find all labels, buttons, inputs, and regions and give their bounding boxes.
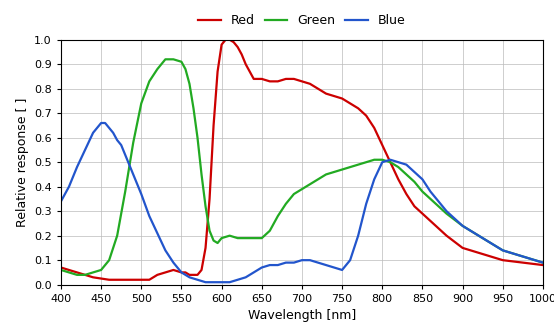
Green: [90, 270, 96, 274]
Green: [540, 260, 546, 264]
Blue: [58, 199, 64, 203]
Green: [74, 273, 80, 277]
Blue: [122, 153, 129, 157]
Green: [58, 268, 64, 272]
Blue: [98, 121, 105, 125]
Green: [347, 165, 353, 169]
Red: [315, 87, 321, 91]
Red: [74, 270, 80, 274]
X-axis label: Wavelength [nm]: Wavelength [nm]: [248, 309, 356, 322]
Line: Green: Green: [61, 59, 543, 275]
Green: [81, 273, 88, 277]
Line: Blue: Blue: [61, 123, 543, 282]
Blue: [435, 199, 442, 203]
Green: [227, 234, 233, 238]
Red: [58, 265, 64, 269]
Red: [222, 38, 229, 42]
Red: [227, 38, 233, 42]
Green: [162, 57, 169, 61]
Blue: [106, 126, 112, 130]
Blue: [540, 260, 546, 264]
Y-axis label: Relative response [ ]: Relative response [ ]: [16, 98, 29, 227]
Red: [291, 77, 297, 81]
Red: [106, 278, 112, 282]
Red: [540, 263, 546, 267]
Blue: [211, 280, 217, 284]
Red: [331, 94, 337, 98]
Green: [339, 167, 346, 171]
Blue: [500, 248, 506, 252]
Blue: [146, 214, 153, 218]
Legend: Red, Green, Blue: Red, Green, Blue: [196, 12, 408, 30]
Red: [379, 143, 386, 147]
Green: [186, 82, 193, 86]
Blue: [202, 280, 209, 284]
Line: Red: Red: [61, 40, 543, 280]
